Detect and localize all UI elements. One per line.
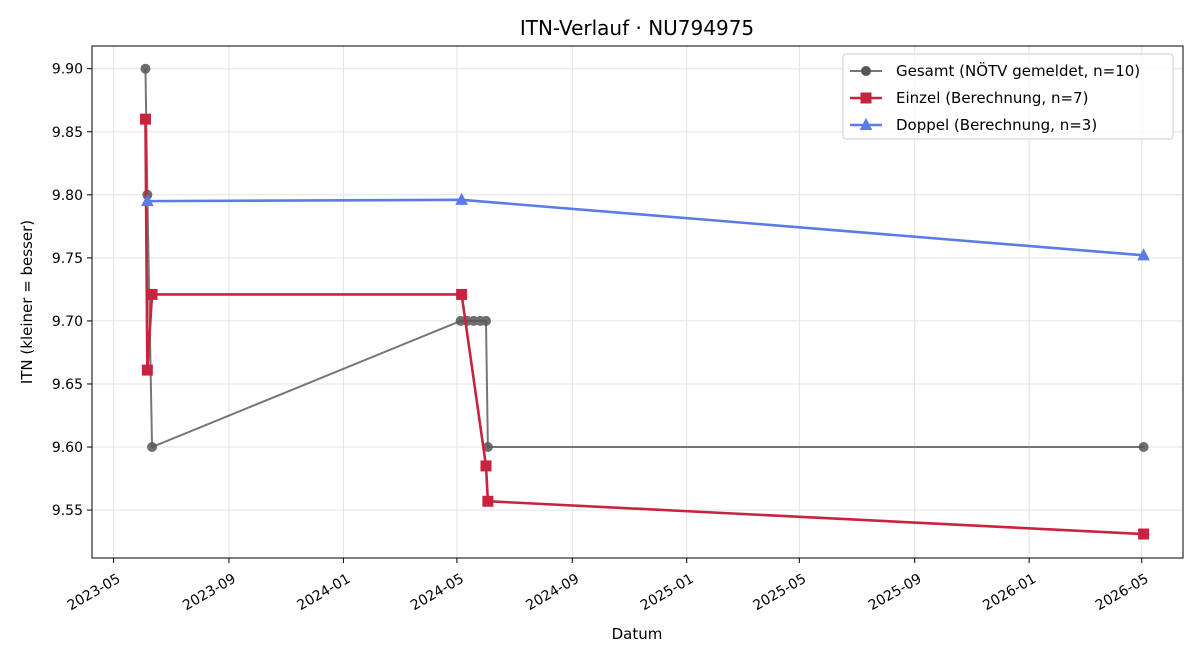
x-tick-label: 2023-05 <box>65 571 124 614</box>
series-markers-doppel <box>141 192 1150 261</box>
x-axis: 2023-05 2023-09 2024-01 2024-05 2024-09 2025-… <box>65 558 1152 614</box>
series-einzel <box>139 113 1150 540</box>
y-tick-label: 9.65 <box>52 377 83 393</box>
x-tick-label: 2024-09 <box>523 571 582 614</box>
data-point-einzel <box>146 288 158 300</box>
data-point-einzel <box>456 288 468 300</box>
data-point-einzel <box>141 364 153 376</box>
x-tick-label: 2024-05 <box>408 571 467 614</box>
plot-frame <box>91 45 1184 559</box>
data-point-doppel <box>1137 248 1150 261</box>
legend-marker <box>859 117 873 130</box>
x-tick-label: 2025-01 <box>638 571 697 614</box>
legend-box <box>842 53 1174 140</box>
data-point-gesamt <box>140 63 151 74</box>
series-layer <box>139 63 1150 540</box>
y-tick-label: 9.90 <box>52 62 83 78</box>
data-point-gesamt <box>1138 442 1149 453</box>
legend-marker <box>861 66 871 76</box>
data-point-einzel <box>1138 528 1150 540</box>
y-tick-label: 9.60 <box>52 440 83 456</box>
legend-item-gesamt: Gesamt (NÖTV gemeldet, n=10) <box>850 61 1140 80</box>
y-tick-label: 9.75 <box>52 251 83 267</box>
y-tick-label: 9.55 <box>52 503 83 519</box>
legend-item-doppel: Doppel (Berechnung, n=3) <box>850 116 1097 134</box>
chart-title: ITN-Verlauf · NU794975 <box>520 16 754 40</box>
series-markers-einzel <box>139 113 1150 540</box>
legend-items: Gesamt (NÖTV gemeldet, n=10) Einzel (Bere… <box>850 61 1140 134</box>
data-point-einzel <box>139 113 151 125</box>
y-tick-label: 9.70 <box>52 314 83 330</box>
data-point-einzel <box>482 495 494 507</box>
legend-marker <box>860 92 872 104</box>
data-point-gesamt <box>147 442 158 453</box>
series-line-doppel <box>147 198 1144 257</box>
data-point-doppel <box>141 194 154 207</box>
series-line-einzel <box>144 119 1144 536</box>
x-tick-label: 2023-09 <box>180 571 239 614</box>
y-axis: 9.55 9.60 9.65 9.70 9.75 9.80 9.85 9.90 <box>52 62 92 519</box>
x-axis-title: Datum <box>612 625 663 643</box>
data-point-gesamt <box>480 315 491 326</box>
legend-label: Einzel (Berechnung, n=7) <box>896 89 1088 107</box>
x-tick-label: 2025-05 <box>750 571 809 614</box>
x-tick-label: 2024-01 <box>295 571 354 614</box>
y-tick-label: 9.80 <box>52 188 83 204</box>
x-tick-label: 2026-01 <box>980 571 1039 614</box>
y-axis-title: ITN (kleiner = besser) <box>18 220 36 384</box>
x-tick-label: 2025-09 <box>866 571 925 614</box>
x-tick-label: 2026-05 <box>1093 571 1152 614</box>
legend: Gesamt (NÖTV gemeldet, n=10) Einzel (Bere… <box>842 53 1174 140</box>
legend-label: Gesamt (NÖTV gemeldet, n=10) <box>896 61 1140 80</box>
legend-item-einzel: Einzel (Berechnung, n=7) <box>850 89 1088 107</box>
grid <box>92 46 1183 558</box>
data-point-doppel <box>455 192 468 205</box>
legend-label: Doppel (Berechnung, n=3) <box>896 116 1097 134</box>
data-point-einzel <box>480 460 492 472</box>
series-doppel <box>141 192 1150 261</box>
y-tick-label: 9.85 <box>52 125 83 141</box>
